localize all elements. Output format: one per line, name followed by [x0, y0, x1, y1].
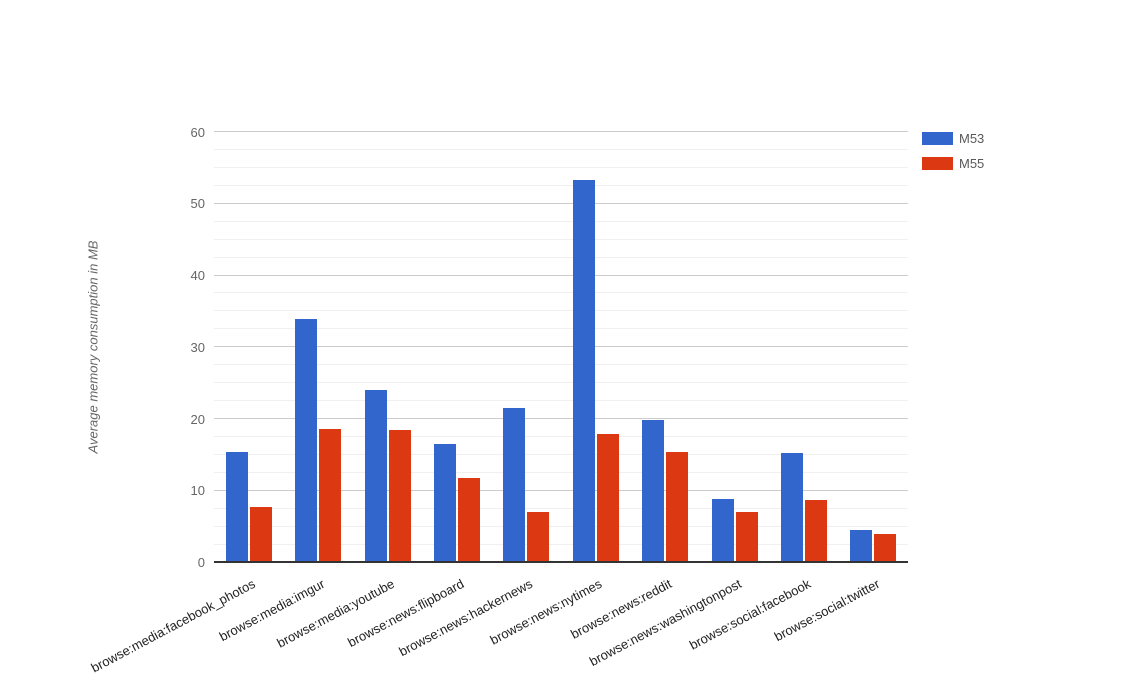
minor-gridline: [214, 543, 908, 545]
x-axis-line: [214, 561, 908, 563]
bar-m55-0[interactable]: [249, 507, 272, 562]
minor-gridline: [214, 435, 908, 437]
bar-m53-5[interactable]: [572, 179, 595, 562]
bar-m55-9[interactable]: [874, 534, 897, 562]
minor-gridline: [214, 525, 908, 527]
bar-m53-0[interactable]: [225, 452, 248, 562]
bar-m53-7[interactable]: [711, 498, 734, 562]
bar-m55-5[interactable]: [596, 434, 619, 562]
bar-m53-9[interactable]: [850, 529, 873, 562]
bar-m53-4[interactable]: [503, 408, 526, 562]
bar-m55-8[interactable]: [804, 499, 827, 562]
legend-label: M53: [959, 131, 985, 146]
minor-gridline: [214, 220, 908, 222]
x-axis-label: browse:media:youtube: [273, 576, 397, 651]
minor-gridline: [214, 184, 908, 186]
bar-m53-8[interactable]: [780, 452, 803, 562]
major-gridline: [214, 131, 908, 132]
minor-gridline: [214, 256, 908, 258]
legend-label: M55: [959, 156, 985, 171]
bar-m53-2[interactable]: [364, 389, 387, 562]
legend-item-m53: M53: [922, 132, 1012, 145]
minor-gridline: [214, 382, 908, 384]
y-tick-label: 0: [197, 555, 205, 570]
y-tick-label: 60: [190, 124, 205, 140]
bar-m53-6[interactable]: [642, 419, 665, 562]
bar-m55-4[interactable]: [527, 511, 550, 562]
bar-m53-1[interactable]: [295, 318, 318, 562]
bar-m55-6[interactable]: [666, 451, 689, 562]
bar-m55-2[interactable]: [388, 429, 411, 562]
major-gridline: [214, 489, 908, 491]
minor-gridline: [214, 471, 908, 473]
y-tick-label: 30: [190, 339, 205, 355]
minor-gridline: [214, 148, 908, 150]
bar-m53-3[interactable]: [433, 444, 456, 562]
minor-gridline: [214, 238, 908, 240]
major-gridline: [214, 202, 908, 204]
x-axis-label: browse:news:flipboard: [344, 576, 466, 650]
y-tick-label: 50: [190, 196, 205, 212]
y-tick-label: 10: [190, 483, 205, 499]
bar-m55-7[interactable]: [735, 512, 758, 562]
bar-m55-3[interactable]: [457, 478, 480, 562]
minor-gridline: [214, 166, 908, 168]
minor-gridline: [214, 328, 908, 330]
legend-item-m55: M55: [922, 157, 1012, 170]
bar-m55-1[interactable]: [319, 429, 342, 562]
y-tick-label: 40: [190, 268, 205, 283]
y-tick-label: 20: [190, 411, 205, 427]
major-gridline: [214, 274, 908, 276]
legend-swatch-m53: [922, 132, 953, 145]
minor-gridline: [214, 507, 908, 509]
minor-gridline: [214, 453, 908, 455]
minor-gridline: [214, 292, 908, 294]
x-axis-label: browse:social:facebook: [686, 576, 813, 653]
minor-gridline: [214, 400, 908, 402]
minor-gridline: [214, 364, 908, 366]
minor-gridline: [214, 310, 908, 312]
major-gridline: [214, 346, 908, 348]
legend-swatch-m55: [922, 157, 953, 170]
major-gridline: [214, 418, 908, 419]
y-axis-title: Average memory consumption in MB: [85, 240, 101, 454]
